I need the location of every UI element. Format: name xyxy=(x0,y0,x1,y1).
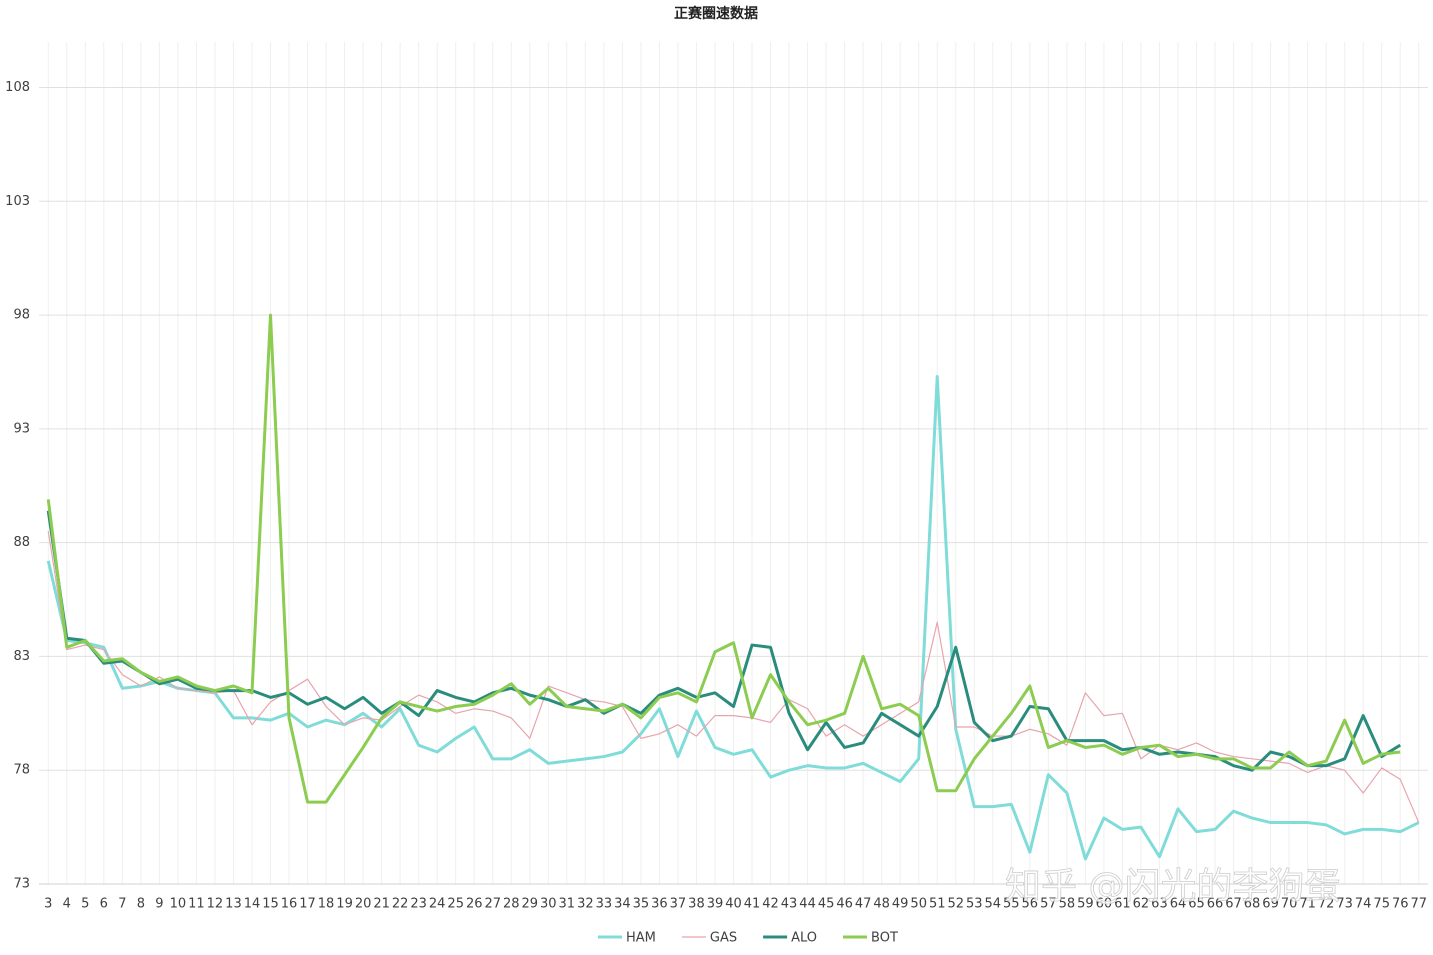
x-tick-label: 74 xyxy=(1355,897,1372,912)
x-tick-label: 18 xyxy=(318,897,335,912)
x-tick-label: 31 xyxy=(559,897,576,912)
legend-label: HAM xyxy=(626,931,656,946)
x-tick-label: 59 xyxy=(1077,897,1094,912)
x-tick-label: 5 xyxy=(81,897,89,912)
x-tick-label: 66 xyxy=(1207,897,1224,912)
x-tick-label: 37 xyxy=(670,897,687,912)
x-tick-label: 72 xyxy=(1318,897,1335,912)
x-tick-label: 68 xyxy=(1244,897,1261,912)
x-tick-label: 56 xyxy=(1022,897,1039,912)
x-tick-label: 21 xyxy=(373,897,390,912)
y-tick-label: 78 xyxy=(13,763,30,778)
x-tick-label: 22 xyxy=(392,897,409,912)
x-tick-label: 49 xyxy=(892,897,909,912)
x-tick-label: 50 xyxy=(910,897,927,912)
x-tick-label: 77 xyxy=(1410,897,1427,912)
x-tick-label: 38 xyxy=(688,897,705,912)
x-tick-label: 27 xyxy=(484,897,501,912)
x-tick-label: 52 xyxy=(947,897,964,912)
x-tick-label: 42 xyxy=(762,897,779,912)
x-tick-label: 33 xyxy=(596,897,613,912)
y-tick-label: 98 xyxy=(13,308,30,323)
x-tick-label: 12 xyxy=(207,897,224,912)
x-tick-label: 62 xyxy=(1133,897,1150,912)
x-tick-label: 71 xyxy=(1299,897,1316,912)
x-tick-label: 15 xyxy=(262,897,279,912)
y-tick-label: 88 xyxy=(13,535,30,550)
x-tick-label: 39 xyxy=(707,897,724,912)
x-tick-label: 26 xyxy=(466,897,483,912)
x-tick-label: 44 xyxy=(799,897,816,912)
x-tick-label: 34 xyxy=(614,897,631,912)
chart-title: 正赛圈速数据 xyxy=(674,5,758,22)
x-tick-label: 51 xyxy=(929,897,946,912)
x-tick-label: 8 xyxy=(137,897,145,912)
x-tick-label: 10 xyxy=(170,897,187,912)
x-tick-label: 43 xyxy=(781,897,798,912)
legend-label: ALO xyxy=(791,931,817,946)
x-tick-label: 65 xyxy=(1188,897,1205,912)
x-tick-label: 73 xyxy=(1336,897,1353,912)
x-tick-label: 14 xyxy=(244,897,261,912)
x-tick-label: 45 xyxy=(818,897,835,912)
x-tick-label: 9 xyxy=(155,897,163,912)
x-tick-label: 60 xyxy=(1096,897,1113,912)
y-tick-label: 93 xyxy=(13,421,30,436)
x-tick-label: 7 xyxy=(118,897,126,912)
x-tick-label: 55 xyxy=(1003,897,1020,912)
x-tick-label: 61 xyxy=(1114,897,1131,912)
x-tick-label: 63 xyxy=(1151,897,1168,912)
x-tick-label: 64 xyxy=(1170,897,1187,912)
x-tick-label: 25 xyxy=(447,897,464,912)
x-tick-label: 70 xyxy=(1281,897,1298,912)
x-tick-label: 3 xyxy=(44,897,52,912)
x-tick-label: 48 xyxy=(873,897,890,912)
x-tick-label: 41 xyxy=(744,897,761,912)
x-tick-label: 36 xyxy=(651,897,668,912)
series-line xyxy=(46,510,1402,772)
x-tick-label: 11 xyxy=(188,897,205,912)
series-line xyxy=(47,531,1420,823)
x-tick-label: 69 xyxy=(1262,897,1279,912)
x-tick-label: 75 xyxy=(1373,897,1390,912)
x-tick-label: 32 xyxy=(577,897,594,912)
x-tick-label: 29 xyxy=(522,897,539,912)
x-tick-label: 35 xyxy=(633,897,650,912)
x-tick-label: 16 xyxy=(281,897,298,912)
x-tick-label: 30 xyxy=(540,897,557,912)
y-tick-label: 103 xyxy=(5,194,30,209)
x-tick-label: 57 xyxy=(1040,897,1057,912)
x-tick-label: 28 xyxy=(503,897,520,912)
y-tick-label: 73 xyxy=(13,877,30,892)
x-tick-label: 47 xyxy=(855,897,872,912)
series-line xyxy=(46,375,1420,861)
x-tick-label: 4 xyxy=(63,897,71,912)
x-tick-label: 76 xyxy=(1392,897,1409,912)
x-tick-label: 13 xyxy=(225,897,242,912)
x-tick-label: 19 xyxy=(336,897,353,912)
legend: HAM GAS ALO BOT xyxy=(598,931,898,946)
x-tick-label: 54 xyxy=(985,897,1002,912)
legend-label: GAS xyxy=(710,931,737,946)
x-tick-label: 67 xyxy=(1225,897,1242,912)
x-tick-label: 53 xyxy=(966,897,983,912)
x-tick-label: 24 xyxy=(429,897,446,912)
y-tick-label: 83 xyxy=(13,649,30,664)
x-tick-label: 58 xyxy=(1059,897,1076,912)
series-line xyxy=(46,313,1401,804)
x-tick-label: 40 xyxy=(725,897,742,912)
y-tick-label: 108 xyxy=(5,80,30,95)
x-tick-label: 6 xyxy=(100,897,108,912)
legend-label: BOT xyxy=(871,931,898,946)
x-tick-label: 23 xyxy=(410,897,427,912)
x-tick-label: 46 xyxy=(836,897,853,912)
x-tick-label: 20 xyxy=(355,897,372,912)
watermark: 知乎 @闪光的李狗蛋 xyxy=(1005,866,1340,907)
x-tick-label: 17 xyxy=(299,897,316,912)
